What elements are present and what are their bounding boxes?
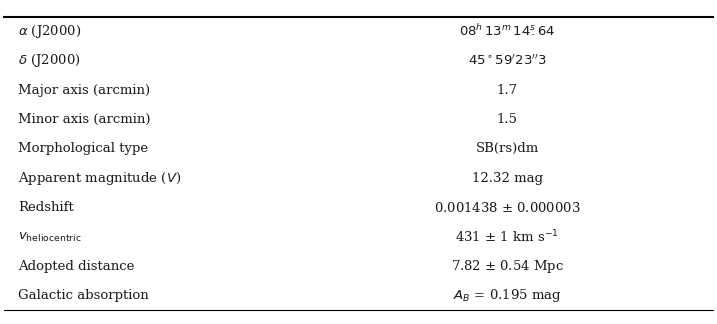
Text: 7.82 $\pm$ 0.54 Mpc: 7.82 $\pm$ 0.54 Mpc [451, 258, 564, 275]
Text: Minor axis (arcmin): Minor axis (arcmin) [19, 113, 151, 126]
Text: $A_B$ = 0.195 mag: $A_B$ = 0.195 mag [453, 287, 561, 304]
Text: $\delta$ (J2000): $\delta$ (J2000) [19, 52, 81, 69]
Text: 1.7: 1.7 [497, 84, 518, 97]
Text: $\alpha$ (J2000): $\alpha$ (J2000) [19, 23, 82, 40]
Text: Major axis (arcmin): Major axis (arcmin) [19, 84, 151, 97]
Text: SB(rs)dm: SB(rs)dm [475, 143, 539, 156]
Text: Apparent magnitude ($V$): Apparent magnitude ($V$) [19, 170, 181, 187]
Text: $08^h\,13^m\,14{^s}\!\!.64$: $08^h\,13^m\,14{^s}\!\!.64$ [459, 24, 556, 40]
Text: $v$$_{\mathrm{heliocentric}}$: $v$$_{\mathrm{heliocentric}}$ [19, 230, 82, 244]
Text: $45^\circ59'23''3$: $45^\circ59'23''3$ [468, 53, 546, 68]
Text: Redshift: Redshift [19, 201, 74, 214]
Text: 1.5: 1.5 [497, 113, 518, 126]
Text: 12.32 mag: 12.32 mag [472, 172, 543, 185]
Text: Morphological type: Morphological type [19, 143, 148, 156]
Text: 0.001438 $\pm$ 0.000003: 0.001438 $\pm$ 0.000003 [434, 201, 581, 214]
Text: Galactic absorption: Galactic absorption [19, 289, 149, 302]
Text: 431 $\pm$ 1 km s$^{-1}$: 431 $\pm$ 1 km s$^{-1}$ [455, 229, 559, 245]
Text: Adopted distance: Adopted distance [19, 260, 135, 273]
